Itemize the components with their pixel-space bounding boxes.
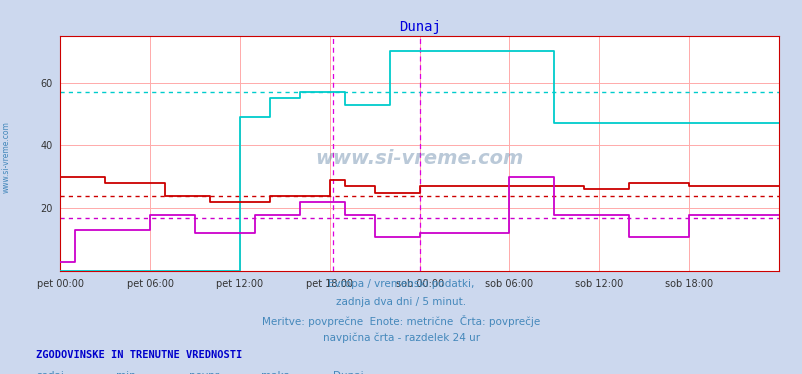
Text: ZGODOVINSKE IN TRENUTNE VREDNOSTI: ZGODOVINSKE IN TRENUTNE VREDNOSTI — [36, 350, 242, 360]
Text: zadnja dva dni / 5 minut.: zadnja dva dni / 5 minut. — [336, 297, 466, 307]
Text: Dunaj: Dunaj — [333, 371, 363, 374]
Text: povpr.:: povpr.: — [188, 371, 225, 374]
Text: Meritve: povprečne  Enote: metrične  Črta: povprečje: Meritve: povprečne Enote: metrične Črta:… — [262, 315, 540, 327]
Text: navpična črta - razdelek 24 ur: navpična črta - razdelek 24 ur — [322, 332, 480, 343]
Text: sedaj:: sedaj: — [36, 371, 67, 374]
Text: www.si-vreme.com: www.si-vreme.com — [2, 121, 11, 193]
Text: min.:: min.: — [116, 371, 143, 374]
Text: maks.:: maks.: — [261, 371, 296, 374]
Title: Dunaj: Dunaj — [398, 20, 440, 34]
Text: www.si-vreme.com: www.si-vreme.com — [315, 148, 523, 168]
Text: Evropa / vremenski podatki,: Evropa / vremenski podatki, — [328, 279, 474, 289]
